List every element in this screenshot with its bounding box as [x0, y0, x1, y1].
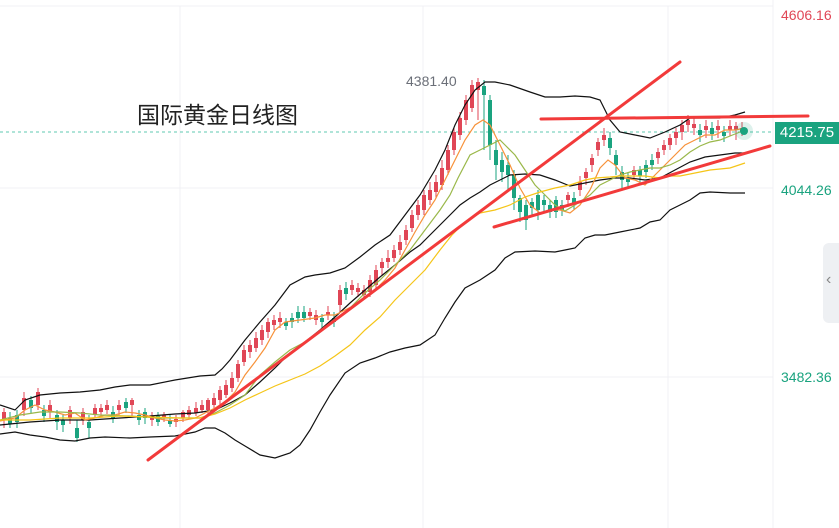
collapse-panel-handle[interactable]: ‹	[823, 243, 839, 323]
ma5-line	[0, 119, 746, 422]
boll-upper	[0, 81, 746, 411]
trendline-ascending-support[interactable]	[146, 60, 682, 462]
trendline-horizontal-resistance[interactable]	[539, 114, 810, 121]
trendlines	[146, 60, 810, 462]
boll-middle	[0, 152, 745, 426]
chevron-left-icon: ‹	[826, 271, 832, 288]
high-price-marker: 4381.40	[406, 73, 457, 89]
chart-title: 国际黄金日线图	[137, 103, 298, 129]
axis-label-top: 4606.16	[781, 7, 832, 23]
axis-label-mid: 4044.26	[781, 182, 832, 198]
trendline-triangle-support[interactable]	[492, 144, 772, 229]
grid	[0, 0, 774, 528]
axis-label-low: 3482.36	[781, 369, 832, 385]
current-price-badge: 4215.75	[775, 122, 839, 144]
current-price-dot	[740, 127, 748, 135]
boll-lower	[0, 191, 745, 459]
